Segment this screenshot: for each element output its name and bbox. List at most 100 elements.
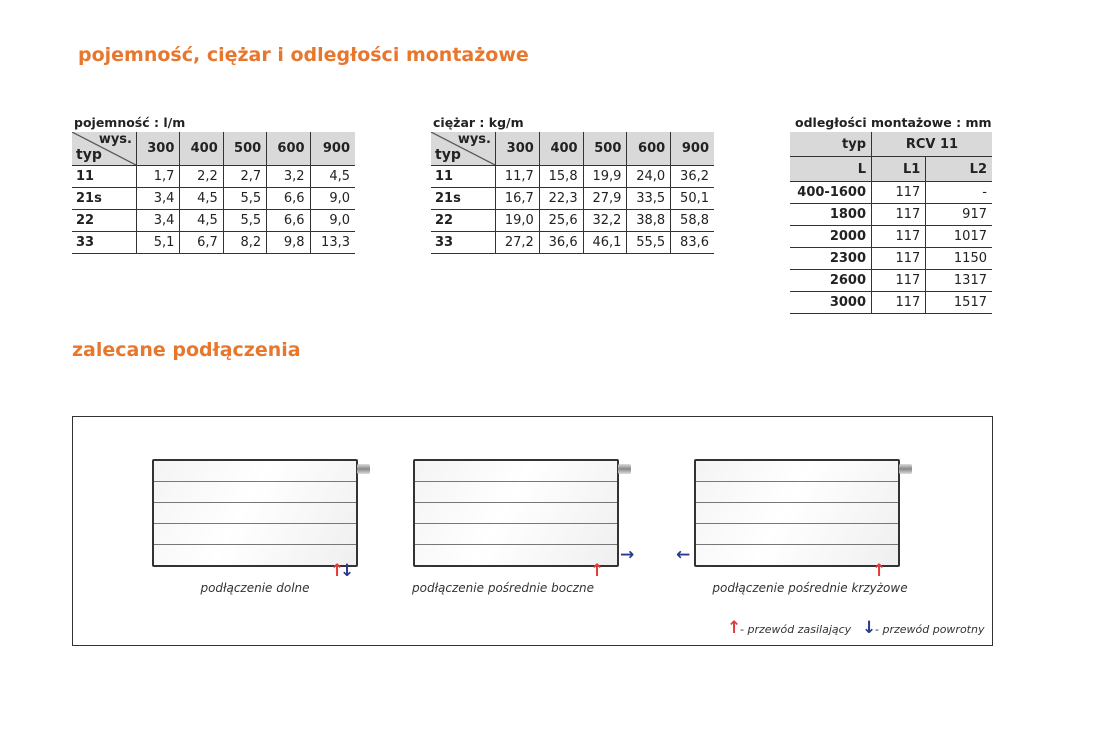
- value-cell: 117: [870, 247, 926, 270]
- radiator-panel-line: [154, 481, 356, 482]
- value-cell: 6,7: [179, 231, 224, 254]
- value-cell: -: [925, 181, 992, 204]
- value-cell: 27,2: [495, 231, 540, 254]
- value-cell: 36,6: [538, 231, 584, 254]
- table-row: 2000 117 1017: [790, 225, 992, 248]
- value-cell: 5,5: [222, 187, 267, 210]
- height-label: wys.: [98, 132, 132, 147]
- valve-icon: [618, 464, 631, 474]
- column-header: L2: [925, 156, 992, 182]
- supply-arrow-icon: ↑: [590, 561, 605, 581]
- column-header: 900: [309, 132, 355, 166]
- weight-table: wys. typ 300 400 500 600 900 11 11,7 15,8 19,9 24,0…: [431, 132, 714, 254]
- type-cell: 22: [72, 209, 137, 232]
- return-arrow-icon: ←: [676, 545, 691, 565]
- radiator-panel-line: [696, 481, 898, 482]
- value-cell: 5,5: [222, 209, 267, 232]
- column-header: 400: [179, 132, 224, 166]
- value-cell: 5,1: [135, 231, 180, 254]
- value-cell: 83,6: [670, 231, 714, 254]
- value-cell: 9,0: [309, 209, 355, 232]
- table-row: 21s 16,7 22,3 27,9 33,5 50,1: [431, 187, 714, 210]
- table-header: wys. typ 300 400 500 600 900: [72, 132, 355, 166]
- radiator-panel-line: [154, 502, 356, 503]
- return-arrow-icon: ↓: [862, 618, 877, 638]
- legend-return: - przewód powrotny: [875, 623, 985, 636]
- column-header: 400: [538, 132, 584, 166]
- value-cell: 917: [925, 203, 992, 226]
- value-cell: 6,6: [266, 209, 311, 232]
- value-cell: 15,8: [538, 165, 584, 188]
- connections-frame: [72, 416, 993, 646]
- distances-caption: odległości montażowe : mm: [795, 115, 992, 130]
- type-cell: 33: [72, 231, 137, 254]
- valve-icon: [357, 464, 370, 474]
- distances-table: typ RCV 11 L L1 L2 400-1600 117-1800 117 917 2000…: [790, 132, 992, 314]
- value-cell: 117: [870, 203, 926, 226]
- height-label: wys.: [457, 132, 491, 147]
- value-cell: 1017: [925, 225, 992, 248]
- radiator-illustration: [152, 459, 358, 567]
- value-cell: 117: [870, 291, 926, 314]
- type-label: typ: [435, 147, 461, 163]
- table-row: 400-1600 117-: [790, 181, 992, 204]
- value-cell: 1517: [925, 291, 992, 314]
- diagram-caption: podłączenie pośrednie boczne: [412, 581, 594, 595]
- radiator-panel-line: [415, 481, 617, 482]
- column-header: 500: [222, 132, 267, 166]
- value-cell: 36,2: [670, 165, 714, 188]
- type-cell: 22: [431, 209, 496, 232]
- column-header: L: [790, 156, 872, 182]
- value-cell: 58,8: [670, 209, 714, 232]
- value-cell: 3,4: [135, 187, 180, 210]
- column-header: 300: [495, 132, 540, 166]
- value-cell: 117: [870, 181, 926, 204]
- radiator-panel-line: [696, 502, 898, 503]
- length-cell: 3000: [790, 291, 872, 314]
- table-row: 2600 117 1317: [790, 269, 992, 292]
- header-row: typ RCV 11: [790, 132, 992, 157]
- radiator-panel-line: [154, 523, 356, 524]
- value-cell: 16,7: [495, 187, 540, 210]
- valve-icon: [899, 464, 912, 474]
- model-header: RCV 11: [871, 132, 992, 157]
- value-cell: 33,5: [626, 187, 671, 210]
- value-cell: 3,2: [266, 165, 311, 188]
- capacity-table: wys. typ 300 400 500 600 900 11 1,7 2,2 2,7 3,2 4,5 2…: [72, 132, 355, 254]
- value-cell: 4,5: [309, 165, 355, 188]
- length-cell: 400-1600: [790, 181, 872, 204]
- page-title: pojemność, ciężar i odległości montażowe: [78, 44, 529, 66]
- supply-arrow-icon: ↑: [330, 561, 345, 581]
- radiator-panel-line: [696, 523, 898, 524]
- value-cell: 8,2: [222, 231, 267, 254]
- value-cell: 24,0: [626, 165, 671, 188]
- section-title: zalecane podłączenia: [72, 339, 301, 361]
- value-cell: 2,7: [222, 165, 267, 188]
- table-row: 11 11,7 15,8 19,9 24,0 36,2: [431, 165, 714, 188]
- table-row: 11 1,7 2,2 2,7 3,2 4,5: [72, 165, 355, 188]
- value-cell: 19,9: [582, 165, 627, 188]
- column-header: 600: [626, 132, 671, 166]
- radiator-panel-line: [415, 544, 617, 545]
- value-cell: 4,5: [179, 209, 224, 232]
- table-row: 22 19,0 25,6 32,2 38,8 58,8: [431, 209, 714, 232]
- value-cell: 27,9: [582, 187, 627, 210]
- type-header: typ: [790, 132, 872, 157]
- value-cell: 4,5: [179, 187, 224, 210]
- value-cell: 1150: [925, 247, 992, 270]
- radiator-panel-line: [154, 544, 356, 545]
- radiator-illustration: [413, 459, 619, 567]
- value-cell: 55,5: [626, 231, 671, 254]
- table-row: 1800 117 917: [790, 203, 992, 226]
- type-cell: 11: [72, 165, 137, 188]
- supply-arrow-icon: ↑: [872, 561, 887, 581]
- value-cell: 2,2: [179, 165, 224, 188]
- column-header: L1: [870, 156, 926, 182]
- supply-arrow-icon: ↑: [727, 618, 742, 638]
- value-cell: 22,3: [538, 187, 584, 210]
- diagram-caption: podłączenie pośrednie krzyżowe: [712, 581, 908, 595]
- type-cell: 21s: [72, 187, 137, 210]
- column-header: 900: [670, 132, 714, 166]
- radiator-panel-line: [415, 502, 617, 503]
- table-row: 21s 3,4 4,5 5,5 6,6 9,0: [72, 187, 355, 210]
